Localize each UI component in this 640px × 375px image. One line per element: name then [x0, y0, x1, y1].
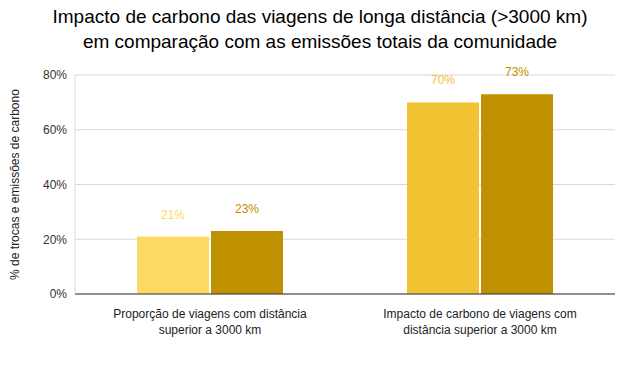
- svg-text:60%: 60%: [43, 123, 67, 137]
- html-text:em comparação com as emissões: em comparação com as emissões totais da …: [82, 31, 558, 52]
- svg-text:80%: 80%: [43, 68, 67, 82]
- svg-text:40%: 40%: [43, 178, 67, 192]
- svg-text:20%: 20%: [43, 233, 67, 247]
- html-text:Impacto de carbono das viagens: Impacto de carbono das viagens de longa …: [52, 6, 588, 27]
- svg-text:21%: 21%: [161, 208, 185, 222]
- svg-text:23%: 23%: [235, 202, 259, 216]
- svg-text:Impacto de carbono de viagens: Impacto de carbono de viagens comdistânc…: [383, 307, 576, 337]
- svg-text:0%: 0%: [50, 287, 68, 301]
- svg-text:% de trocas e emissões de carb: % de trocas e emissões de carbono: [8, 89, 22, 280]
- svg-text:70%: 70%: [431, 73, 455, 87]
- svg-text:73%: 73%: [505, 65, 529, 79]
- svg-text:Proporção de viagens com distâ: Proporção de viagens com distânciasuperi…: [113, 307, 307, 337]
